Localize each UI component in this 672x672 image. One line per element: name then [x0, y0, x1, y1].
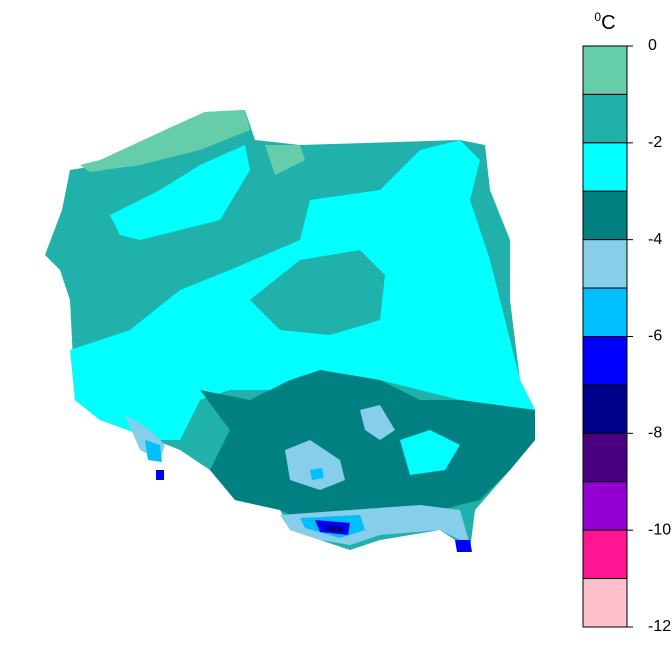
legend-tick-label: -10 — [648, 521, 671, 538]
map-region — [360, 405, 395, 440]
legend-swatch — [582, 432, 628, 483]
map-region — [455, 540, 472, 552]
legend-swatch — [582, 578, 628, 628]
legend-swatch — [582, 239, 628, 289]
map-region — [310, 468, 324, 480]
legend-swatch — [582, 190, 628, 241]
legend-swatch — [582, 287, 628, 338]
map-region — [110, 145, 250, 240]
map-region — [280, 505, 470, 545]
legend-title-unit: C — [601, 12, 615, 34]
legend-swatch — [582, 142, 628, 192]
legend-swatch — [582, 481, 628, 531]
legend-swatch — [582, 336, 628, 386]
map-region — [325, 525, 345, 533]
legend: 0 -2 -4 -6 -8 -10 -12 — [582, 37, 671, 635]
legend-tick-label: 0 — [648, 37, 657, 54]
map-region — [285, 440, 345, 490]
legend-tick-label: -8 — [648, 425, 662, 442]
legend-tick-label: -6 — [648, 328, 662, 345]
legend-swatch — [582, 529, 628, 580]
map — [45, 110, 535, 552]
legend-title-sup: 0 — [594, 10, 601, 24]
legend-swatch — [582, 93, 628, 144]
map-region — [156, 470, 164, 480]
map-region — [80, 110, 250, 172]
legend-tick-label: -12 — [648, 618, 671, 635]
map-region — [200, 370, 535, 520]
map-region — [265, 145, 305, 175]
map-region — [400, 430, 460, 475]
map-region — [145, 440, 162, 462]
map-region — [250, 250, 385, 335]
legend-swatch — [582, 45, 628, 95]
legend-tick-label: -4 — [648, 231, 662, 248]
legend-swatch — [582, 384, 628, 434]
legend-title: 0C — [594, 10, 615, 34]
legend-tick-label: -2 — [648, 134, 662, 151]
